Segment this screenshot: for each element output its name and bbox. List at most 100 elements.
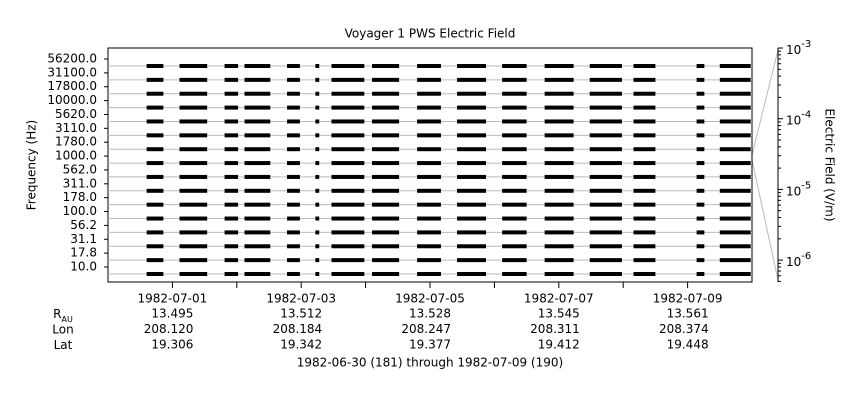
data-strip <box>633 77 656 82</box>
data-strip <box>179 230 208 235</box>
data-strip <box>719 77 751 82</box>
data-strip <box>244 202 271 207</box>
data-strip <box>224 258 239 263</box>
data-strip <box>372 161 400 166</box>
data-strip <box>502 161 527 166</box>
data-strip <box>719 133 751 138</box>
data-strip <box>589 216 622 221</box>
data-strip <box>544 272 574 276</box>
data-strip <box>589 188 622 193</box>
data-strip <box>315 133 320 138</box>
y2-tick-exponent: -5 <box>801 180 811 191</box>
data-strip <box>502 147 527 152</box>
data-strip <box>457 272 487 276</box>
data-strip <box>696 216 705 221</box>
data-strip <box>287 258 300 263</box>
y-tick-label: 56.2 <box>70 218 97 232</box>
x-tick-label: 1982-07-05 <box>395 292 465 306</box>
data-strip <box>696 244 705 249</box>
data-strip <box>244 272 271 276</box>
data-strip <box>502 64 527 68</box>
ephemeris-value: 13.545 <box>538 307 580 321</box>
data-strip <box>179 244 208 249</box>
data-strip <box>633 147 656 152</box>
data-strip <box>589 174 622 179</box>
data-strip <box>224 272 239 276</box>
x-tick-label: 1982-07-03 <box>266 292 336 306</box>
data-strip <box>589 105 622 110</box>
y-tick-label: 311.0 <box>63 176 97 190</box>
data-strip <box>331 272 365 276</box>
data-strip <box>457 91 487 96</box>
data-strip <box>224 161 239 166</box>
data-strip <box>633 244 656 249</box>
ephemeris-value: 208.184 <box>273 322 323 336</box>
data-strip <box>502 91 527 96</box>
data-strip <box>589 272 622 276</box>
data-strip <box>719 244 751 249</box>
data-strip <box>719 188 751 193</box>
data-strip <box>315 272 320 276</box>
data-strip <box>287 64 300 68</box>
data-strip <box>315 147 320 152</box>
data-strip <box>696 64 705 68</box>
y-tick-label: 1000.0 <box>55 149 97 163</box>
data-strip <box>244 244 271 249</box>
y-axis-label: Frequency (Hz) <box>25 120 39 211</box>
data-strip <box>244 147 271 152</box>
data-strip <box>315 77 320 82</box>
data-strip <box>589 161 622 166</box>
data-strip <box>417 77 441 82</box>
data-strip <box>457 216 487 221</box>
data-strip <box>417 64 441 68</box>
data-strip <box>696 188 705 193</box>
data-strip <box>417 91 441 96</box>
data-strip <box>224 77 239 82</box>
data-strip <box>179 133 208 138</box>
data-strip <box>502 258 527 263</box>
data-strip <box>315 105 320 110</box>
data-strip <box>315 64 320 68</box>
data-strip <box>331 258 365 263</box>
data-strip <box>146 188 164 193</box>
data-strip <box>179 258 208 263</box>
data-strip <box>457 202 487 207</box>
data-strip <box>146 147 164 152</box>
data-strip <box>315 161 320 166</box>
data-strip <box>502 216 527 221</box>
data-strip <box>331 161 365 166</box>
data-strip <box>719 202 751 207</box>
ephemeris-value: 19.306 <box>151 338 193 352</box>
data-strip <box>372 119 400 124</box>
y-tick-label: 17800.0 <box>47 79 97 93</box>
connector <box>751 49 779 156</box>
data-strip <box>502 105 527 110</box>
data-strip <box>315 258 320 263</box>
data-strip <box>633 230 656 235</box>
data-strip <box>719 119 751 124</box>
data-strip <box>589 202 622 207</box>
data-strip <box>544 202 574 207</box>
data-strip <box>287 119 300 124</box>
data-strip <box>457 147 487 152</box>
data-strip <box>372 216 400 221</box>
data-strip <box>224 188 239 193</box>
data-strip <box>589 147 622 152</box>
data-strip <box>589 64 622 68</box>
data-strip <box>315 216 320 221</box>
data-strip <box>224 174 239 179</box>
data-strip <box>417 244 441 249</box>
data-strip <box>696 133 705 138</box>
data-strip <box>633 174 656 179</box>
data-strip <box>146 258 164 263</box>
data-strip <box>331 91 365 96</box>
data-strip <box>457 64 487 68</box>
data-strip <box>244 258 271 263</box>
data-strip <box>372 258 400 263</box>
data-strip <box>633 188 656 193</box>
data-strip <box>589 77 622 82</box>
data-strip <box>589 133 622 138</box>
ephemeris-label-text: R <box>53 307 61 321</box>
data-strip <box>146 105 164 110</box>
data-strip <box>372 91 400 96</box>
